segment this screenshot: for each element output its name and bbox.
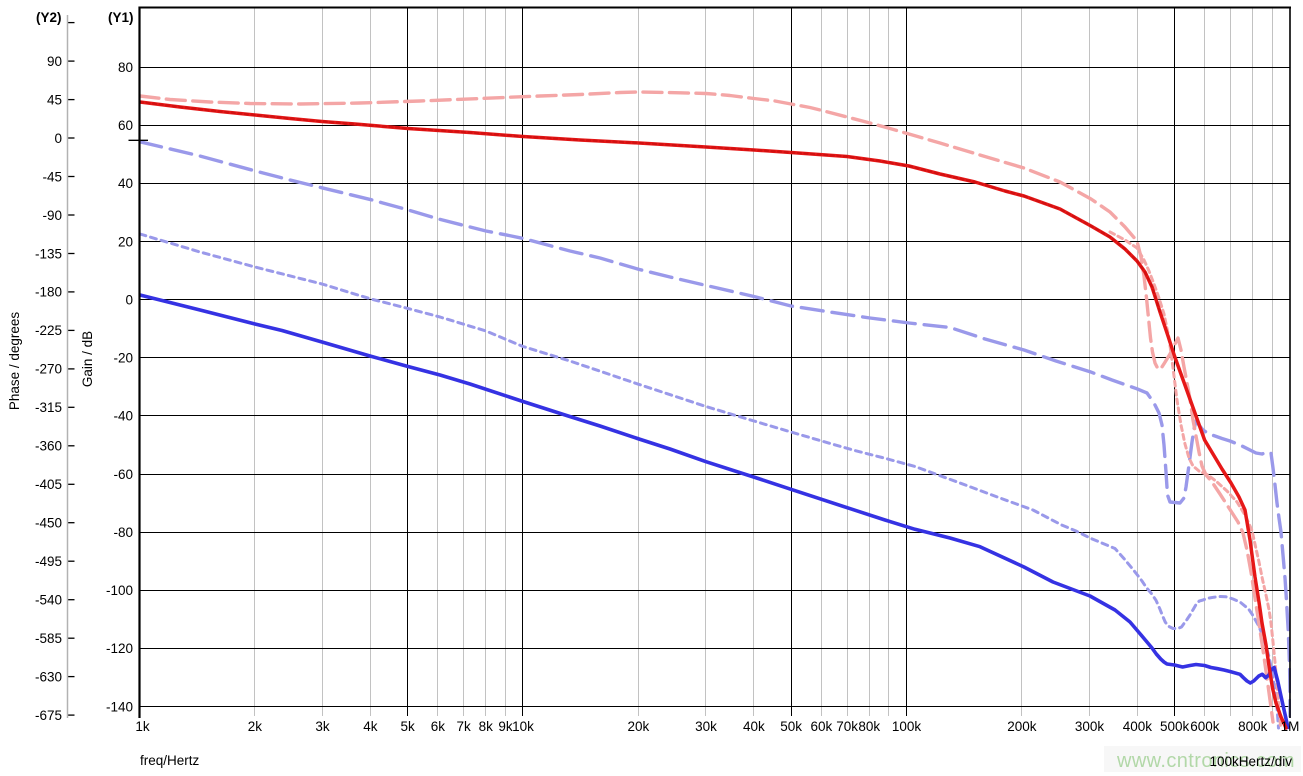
svg-text:(Y1): (Y1) xyxy=(108,10,134,25)
svg-text:300k: 300k xyxy=(1075,719,1105,734)
svg-text:100k: 100k xyxy=(892,719,922,734)
svg-text:-495: -495 xyxy=(35,554,62,569)
svg-text:80k: 80k xyxy=(858,719,880,734)
svg-text:400k: 400k xyxy=(1123,719,1153,734)
svg-text:-675: -675 xyxy=(35,708,62,723)
svg-text:40: 40 xyxy=(118,176,133,191)
svg-text:-60: -60 xyxy=(113,467,133,482)
svg-text:-360: -360 xyxy=(35,439,62,454)
svg-text:-540: -540 xyxy=(35,593,62,608)
svg-text:-90: -90 xyxy=(42,208,62,223)
svg-text:5k: 5k xyxy=(400,719,415,734)
svg-text:www.cntronics.com: www.cntronics.com xyxy=(1116,750,1295,772)
svg-text:45: 45 xyxy=(47,92,62,107)
svg-text:90: 90 xyxy=(47,54,62,69)
svg-text:800k: 800k xyxy=(1238,719,1268,734)
svg-text:-225: -225 xyxy=(35,323,62,338)
svg-text:-20: -20 xyxy=(113,351,133,366)
svg-text:500k: 500k xyxy=(1160,719,1190,734)
svg-text:100kHertz/div: 100kHertz/div xyxy=(1209,754,1292,769)
svg-text:-270: -270 xyxy=(35,362,62,377)
svg-text:60k: 60k xyxy=(811,719,833,734)
svg-text:200k: 200k xyxy=(1007,719,1037,734)
svg-text:2k: 2k xyxy=(248,719,263,734)
svg-text:(Y2): (Y2) xyxy=(36,10,62,25)
svg-text:-40: -40 xyxy=(113,409,133,424)
svg-text:50k: 50k xyxy=(780,719,802,734)
svg-text:-45: -45 xyxy=(42,169,62,184)
svg-text:30k: 30k xyxy=(695,719,717,734)
svg-text:60: 60 xyxy=(118,118,133,133)
svg-text:9k: 9k xyxy=(498,719,513,734)
svg-text:80: 80 xyxy=(118,60,133,75)
svg-text:-630: -630 xyxy=(35,669,62,684)
svg-text:4k: 4k xyxy=(363,719,378,734)
svg-text:600k: 600k xyxy=(1190,719,1220,734)
svg-text:0: 0 xyxy=(54,131,62,146)
svg-text:Phase / degrees: Phase / degrees xyxy=(7,312,22,411)
svg-text:-315: -315 xyxy=(35,400,62,415)
svg-text:-120: -120 xyxy=(106,641,133,656)
svg-text:20: 20 xyxy=(118,234,133,249)
svg-text:Gain / dB: Gain / dB xyxy=(80,331,95,387)
svg-text:70k: 70k xyxy=(836,719,858,734)
svg-text:1M: 1M xyxy=(1281,719,1300,734)
svg-text:6k: 6k xyxy=(431,719,446,734)
svg-text:-585: -585 xyxy=(35,631,62,646)
svg-text:10k: 10k xyxy=(512,719,534,734)
svg-text:-135: -135 xyxy=(35,246,62,261)
svg-text:1k: 1k xyxy=(135,719,150,734)
svg-text:freq/Hertz: freq/Hertz xyxy=(140,753,200,768)
svg-text:3k: 3k xyxy=(315,719,330,734)
svg-text:0: 0 xyxy=(125,292,133,307)
svg-text:-100: -100 xyxy=(106,583,133,598)
svg-text:-140: -140 xyxy=(106,699,133,714)
svg-text:-450: -450 xyxy=(35,516,62,531)
svg-text:40k: 40k xyxy=(743,719,765,734)
svg-text:-80: -80 xyxy=(113,525,133,540)
svg-text:8k: 8k xyxy=(479,719,494,734)
svg-text:-405: -405 xyxy=(35,477,62,492)
svg-text:-180: -180 xyxy=(35,285,62,300)
svg-text:20k: 20k xyxy=(628,719,650,734)
svg-text:7k: 7k xyxy=(456,719,471,734)
